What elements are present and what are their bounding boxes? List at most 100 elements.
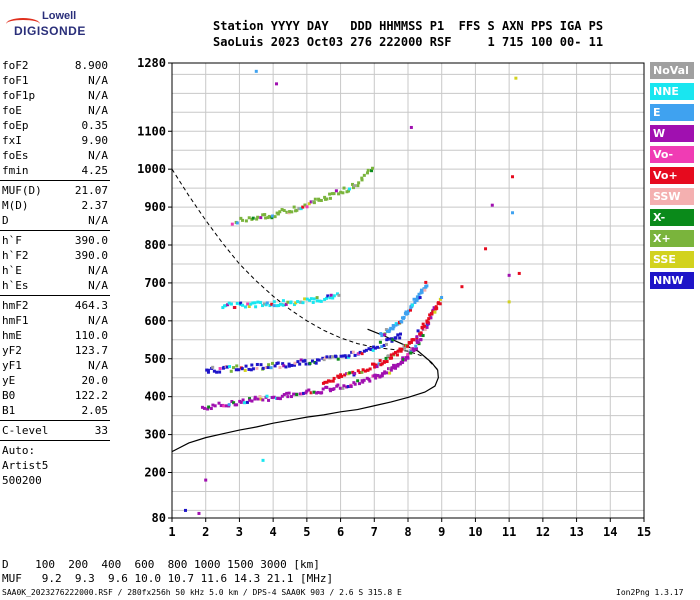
echo-point [391, 338, 395, 342]
echo-point [384, 356, 388, 360]
echo-point [415, 295, 419, 299]
echo-point [279, 302, 283, 306]
echo-point [385, 329, 389, 333]
echo-point [312, 297, 316, 301]
echo-point [217, 401, 221, 405]
echo-point [401, 316, 405, 320]
echo-point [421, 322, 425, 326]
echo-point [246, 302, 250, 306]
echo-point [305, 389, 309, 393]
param-name: foEp [2, 119, 29, 132]
echo-point [296, 360, 300, 364]
param-row: Artist5 [0, 458, 110, 473]
legend-item-noval: NoVal [650, 62, 694, 79]
echo-point [409, 340, 413, 344]
echo-point [385, 338, 389, 342]
echo-point [421, 334, 425, 338]
echo-point [241, 218, 245, 222]
x-tick-label: 2 [202, 525, 209, 539]
echo-point [398, 347, 402, 351]
param-value: 390.0 [74, 234, 108, 247]
echo-point [438, 302, 442, 306]
noise-point [183, 508, 187, 512]
echo-point [414, 347, 418, 351]
noise-point [197, 511, 201, 515]
param-row: yE 20.0 [0, 373, 110, 388]
echo-point [250, 399, 254, 403]
echo-point [206, 370, 210, 374]
echo-point [206, 368, 210, 372]
param-value: 2.05 [81, 404, 109, 417]
echo-point [331, 296, 335, 300]
echo-point [341, 386, 345, 390]
noise-point [409, 125, 413, 129]
echo-point [347, 187, 351, 191]
echo-point [235, 403, 239, 407]
param-value: N/A [88, 264, 108, 277]
echo-point [339, 354, 343, 358]
x-tick-label: 14 [603, 525, 617, 539]
echo-point [419, 333, 423, 337]
echo-point [281, 299, 285, 303]
echo-point [307, 388, 311, 392]
echo-point [399, 349, 403, 353]
y-tick-label: 400 [144, 390, 166, 404]
echo-point [299, 300, 303, 304]
echo-point [408, 308, 412, 312]
echo-point [334, 189, 338, 193]
echo-point [367, 347, 371, 351]
echo-point [368, 367, 372, 371]
param-name: C-level [2, 424, 49, 437]
echo-point [365, 376, 369, 380]
echo-point [284, 302, 288, 306]
echo-point [382, 343, 386, 347]
echo-point [389, 326, 393, 330]
echo-point [273, 215, 277, 219]
param-row: foEs N/A [0, 148, 110, 163]
param-row: M(D) 2.37 [0, 198, 110, 213]
echo-point [234, 368, 238, 372]
echo-point [337, 375, 341, 379]
echo-point [370, 169, 374, 173]
echo-point [247, 305, 251, 309]
echo-point [261, 366, 265, 370]
echo-point [256, 215, 260, 219]
echo-point [312, 390, 316, 394]
echo-point [233, 305, 237, 309]
param-value: N/A [88, 89, 108, 102]
echo-point [390, 339, 394, 343]
param-row: 500200 [0, 473, 110, 488]
echo-point [435, 306, 439, 310]
echo-point [382, 360, 386, 364]
echo-point [406, 344, 410, 348]
param-row: B0 122.2 [0, 388, 110, 403]
param-name: yF1 [2, 359, 22, 372]
param-row: foF1 N/A [0, 73, 110, 88]
echo-point [356, 379, 360, 383]
echo-point [260, 304, 264, 308]
x-tick-label: 3 [236, 525, 243, 539]
legend-item-vo-: Vo+ [650, 167, 694, 184]
echo-point [229, 369, 233, 373]
echo-point [394, 322, 398, 326]
echo-point [414, 344, 418, 348]
param-name: Artist5 [2, 459, 49, 472]
echo-point [436, 301, 440, 305]
echo-point [299, 358, 303, 362]
echo-point [413, 300, 417, 304]
echo-point [365, 171, 369, 175]
param-name: hmE [2, 329, 22, 342]
noise-point [507, 273, 511, 277]
echo-point [387, 367, 391, 371]
echo-point [311, 359, 315, 363]
echo-point [351, 370, 355, 374]
echo-point [281, 362, 285, 366]
echo-point [402, 358, 406, 362]
echo-point [360, 178, 364, 182]
echo-point [227, 301, 231, 305]
echo-point [360, 352, 364, 356]
echo-point [280, 394, 284, 398]
echo-point [280, 208, 284, 212]
echo-point [406, 311, 410, 315]
echo-point [428, 313, 432, 317]
